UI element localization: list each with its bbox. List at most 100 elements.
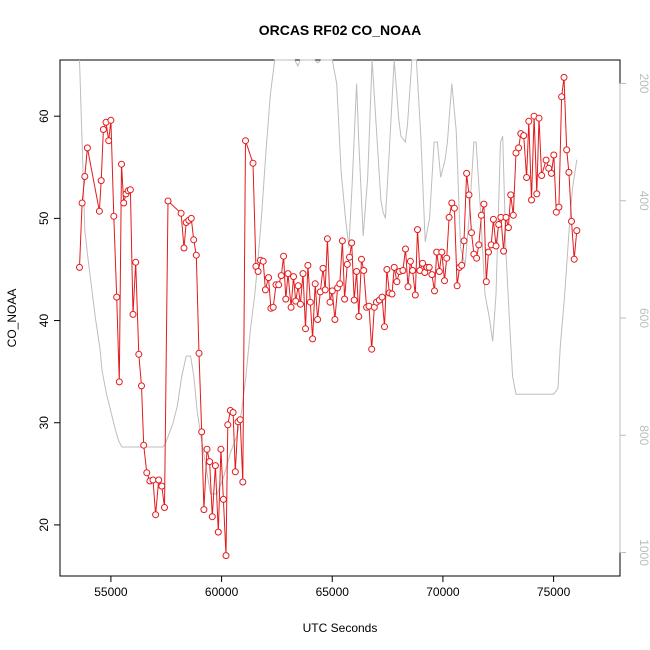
data-point	[468, 229, 475, 237]
data-point	[378, 293, 386, 301]
data-point	[500, 247, 508, 255]
data-point	[414, 226, 421, 234]
data-point	[482, 278, 490, 286]
data-point	[390, 263, 398, 271]
data-point	[504, 224, 512, 232]
data-point	[236, 416, 244, 424]
data-point	[533, 190, 541, 198]
data-point	[314, 316, 322, 323]
data-point	[438, 248, 446, 256]
data-point	[140, 441, 148, 449]
data-point	[492, 242, 500, 250]
chart-title: ORCAS RF02 CO_NOAA	[259, 22, 422, 38]
y-tick-label: 30	[37, 416, 51, 430]
data-point	[525, 117, 533, 125]
data-point	[259, 257, 267, 265]
data-point	[78, 199, 86, 207]
data-point	[428, 271, 436, 279]
data-point	[319, 264, 327, 272]
data-point	[331, 316, 339, 323]
data-point	[206, 458, 214, 466]
data-point	[411, 291, 419, 299]
data-point	[406, 257, 414, 265]
x-tick-label: 70000	[426, 585, 460, 599]
data-point	[450, 204, 458, 212]
data-point	[203, 445, 211, 453]
data-point	[155, 476, 163, 484]
data-point	[152, 511, 160, 519]
data-point	[113, 293, 121, 301]
data-point	[542, 156, 550, 164]
data-point	[528, 196, 535, 204]
data-point	[132, 258, 140, 266]
data-point	[480, 200, 488, 208]
data-point	[419, 259, 427, 267]
data-point	[458, 261, 466, 269]
data-point	[402, 245, 409, 253]
data-point	[350, 296, 358, 304]
data-point	[547, 169, 555, 177]
data-point	[229, 409, 237, 416]
data-point	[105, 137, 113, 145]
data-point	[107, 116, 115, 124]
data-point	[224, 421, 232, 429]
data-point	[368, 345, 376, 353]
data-point	[523, 174, 531, 181]
y2-tick-label: 800	[637, 425, 650, 445]
data-point	[287, 303, 295, 311]
data-point	[355, 313, 363, 320]
data-point	[282, 295, 290, 303]
data-point	[120, 199, 128, 207]
data-point	[348, 239, 356, 247]
data-point	[296, 300, 304, 308]
data-point	[135, 350, 143, 358]
y2-tick-label: 1000	[637, 539, 650, 566]
data-point	[161, 504, 168, 511]
axes-layer: 55000 60000 65000 70000 75000 20 30 40 50 60 200 40…	[37, 73, 650, 599]
data-point	[445, 213, 453, 221]
data-point	[129, 310, 137, 318]
data-point	[294, 282, 302, 290]
data-point	[311, 280, 319, 288]
data-point	[360, 267, 368, 274]
data-point	[242, 137, 249, 145]
y-tick-label: 50	[37, 211, 51, 225]
data-point	[277, 272, 285, 280]
data-point	[208, 513, 216, 521]
data-point	[477, 211, 485, 219]
data-point	[138, 382, 145, 390]
data-point	[239, 478, 247, 486]
data-point	[346, 253, 353, 261]
data-point	[306, 298, 314, 306]
secondary-series-line	[79, 59, 578, 495]
data-point	[563, 146, 571, 154]
data-point	[249, 159, 257, 167]
data-point	[95, 207, 103, 215]
data-point	[292, 297, 300, 305]
data-point	[558, 93, 566, 101]
data-point	[393, 278, 401, 286]
data-point	[538, 172, 546, 179]
data-point	[190, 236, 198, 244]
y-tick-label: 60	[37, 109, 51, 123]
data-point	[341, 295, 349, 303]
data-point	[560, 73, 568, 81]
data-point	[126, 186, 134, 194]
data-point	[323, 235, 331, 243]
data-point	[475, 241, 483, 249]
data-point	[219, 495, 227, 503]
data-point	[143, 469, 151, 477]
data-point	[211, 462, 219, 470]
data-point	[489, 215, 497, 223]
data-point	[284, 270, 292, 278]
data-point	[353, 268, 361, 275]
plot-frame	[59, 59, 621, 577]
data-point	[83, 144, 91, 152]
data-point	[195, 349, 203, 357]
data-point	[425, 263, 433, 271]
data-point	[149, 476, 157, 484]
data-point	[164, 197, 172, 205]
data-point	[309, 335, 317, 343]
data-point	[507, 191, 515, 199]
data-point	[358, 255, 365, 263]
